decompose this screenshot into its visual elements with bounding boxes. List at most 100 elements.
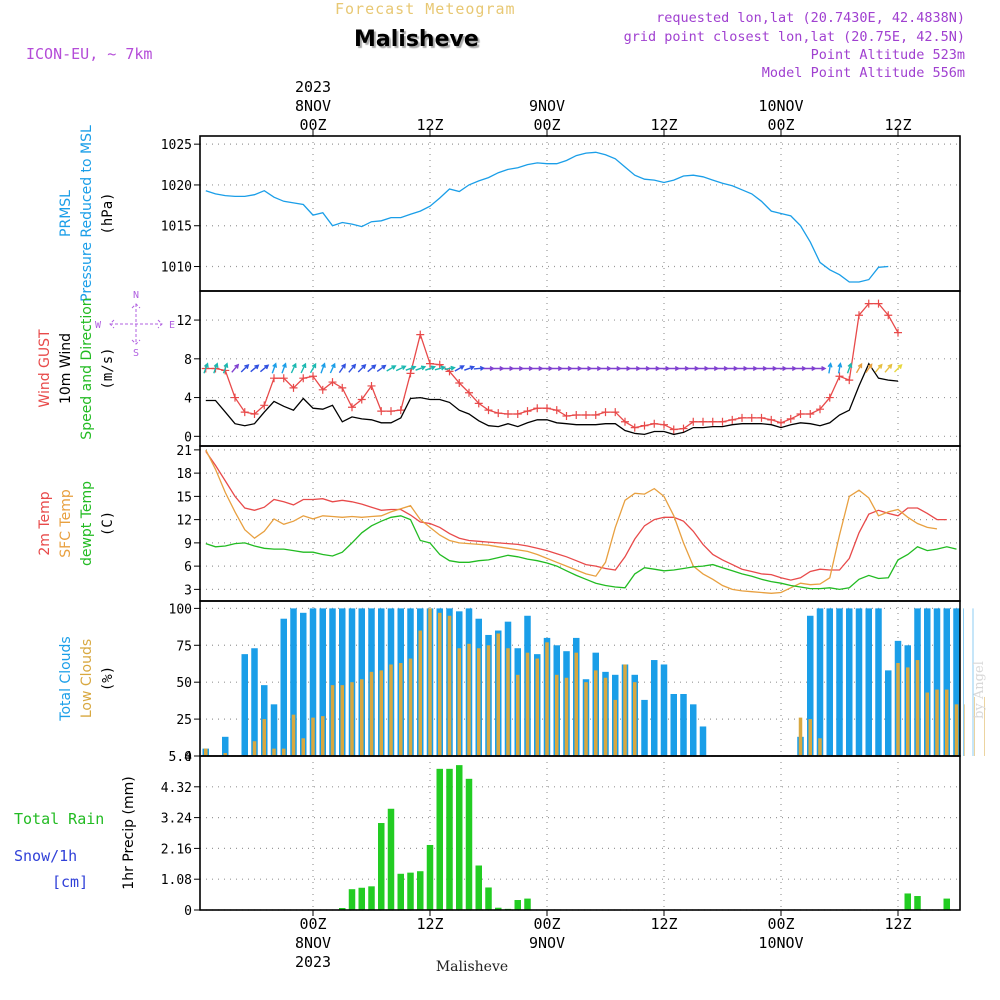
y-tick-label: 0 xyxy=(184,904,192,919)
wind-arrow xyxy=(571,365,583,372)
top-time-label: 10NOV xyxy=(758,97,803,115)
bar-secondary xyxy=(984,696,985,756)
bar-secondary xyxy=(584,682,588,756)
wind-arrow xyxy=(415,365,427,371)
gust-marker xyxy=(387,407,395,416)
bar-primary xyxy=(426,844,434,910)
watermark: by Angel xyxy=(972,661,987,719)
gust-marker xyxy=(611,408,620,417)
wind-arrow xyxy=(855,362,863,374)
bar-primary xyxy=(972,608,974,756)
top-time-label: 00Z xyxy=(533,116,560,134)
bar-primary xyxy=(875,608,882,756)
bar-primary xyxy=(885,670,892,756)
gust-marker xyxy=(289,383,298,392)
bar-primary xyxy=(368,886,375,910)
bar-primary xyxy=(270,704,278,756)
y-tick-label: 0 xyxy=(184,430,192,445)
bottom-time-label: 12Z xyxy=(650,915,677,933)
gust-marker xyxy=(669,425,678,434)
gust-marker xyxy=(864,299,873,308)
axis-label: Low Clouds xyxy=(79,639,95,718)
wind-arrow xyxy=(259,364,270,373)
bottom-time-label: 00Z xyxy=(299,915,326,933)
bar-primary xyxy=(465,778,473,910)
bar-primary xyxy=(933,608,941,756)
bar-primary xyxy=(309,608,317,756)
bar-primary xyxy=(914,896,921,910)
bar-secondary xyxy=(369,671,374,756)
axis-label: 1hr Precip (mm) xyxy=(121,776,137,889)
wind-arrow xyxy=(329,362,336,374)
gust-marker xyxy=(777,418,785,427)
bottom-time-label: 9NOV xyxy=(529,934,565,952)
wind-arrow xyxy=(795,365,807,372)
bar-secondary xyxy=(555,674,559,756)
bar-primary xyxy=(660,664,668,756)
bar-secondary xyxy=(574,652,578,756)
gust-marker xyxy=(806,410,815,419)
gust-marker xyxy=(533,404,542,413)
gust-marker xyxy=(465,388,473,397)
wind-arrow xyxy=(805,365,817,372)
gust-marker xyxy=(738,413,746,422)
bar-secondary xyxy=(447,615,452,756)
grid-point-coords: grid point closest lon,lat (20.75E, 42.5… xyxy=(623,29,965,45)
gust-marker xyxy=(699,417,707,426)
wind-arrow xyxy=(240,363,250,373)
wind-arrow xyxy=(512,365,525,372)
bar-secondary xyxy=(798,717,803,756)
bar-primary xyxy=(816,608,824,756)
bar-primary xyxy=(836,608,843,756)
gust-marker xyxy=(874,299,883,308)
top-time-label: 12Z xyxy=(884,116,911,134)
axis-label: Total Clouds xyxy=(58,636,74,721)
wind-arrow xyxy=(581,365,593,372)
bar-primary xyxy=(339,608,346,756)
gust-marker xyxy=(884,311,893,320)
wind-arrow xyxy=(610,365,622,372)
bar-primary xyxy=(855,608,863,756)
y-tick-label: 4.32 xyxy=(161,781,192,796)
bar-secondary xyxy=(486,645,491,756)
wind-arrow xyxy=(300,362,307,374)
compass-rose xyxy=(109,303,163,345)
gust-marker xyxy=(816,405,824,414)
bottom-time-label: 00Z xyxy=(767,915,794,933)
bar-secondary xyxy=(262,719,266,756)
gust-marker xyxy=(855,311,863,320)
bar-secondary xyxy=(311,717,315,756)
y-tick-label: 3.24 xyxy=(161,812,192,827)
y-tick-label: 50 xyxy=(176,676,192,691)
bar-secondary xyxy=(945,689,949,756)
bar-primary xyxy=(953,608,960,756)
gust-marker xyxy=(367,381,376,390)
bar-primary xyxy=(524,898,531,910)
wind-arrow xyxy=(698,365,710,372)
bar-secondary xyxy=(496,633,500,756)
y-tick-label: 25 xyxy=(176,713,192,728)
gust-marker xyxy=(708,417,717,426)
gust-marker xyxy=(718,417,727,426)
gust-marker xyxy=(338,383,347,392)
location-title: Malisheve xyxy=(354,27,479,52)
axis-label: 2m Temp xyxy=(37,491,53,555)
top-time-label: 8NOV xyxy=(295,97,331,115)
axis-label: Speed and Direction xyxy=(79,297,95,439)
bar-secondary xyxy=(204,748,208,756)
top-time-label: 12Z xyxy=(416,116,443,134)
panel-4: 0 25 50 75 100 Total Clouds Low Clouds (%) xyxy=(58,600,985,765)
y-tick-label: 1015 xyxy=(161,220,192,235)
wind-arrow xyxy=(561,365,573,372)
bar-primary xyxy=(387,808,395,910)
y-tick-label: 12 xyxy=(176,514,192,529)
bar-secondary xyxy=(564,677,569,756)
gust-marker xyxy=(660,420,668,429)
series-line xyxy=(205,515,957,591)
wind-arrow xyxy=(865,363,873,373)
gust-marker xyxy=(640,421,649,430)
bar-secondary xyxy=(457,648,461,756)
bar-primary xyxy=(378,823,385,910)
y-tick-label: 1020 xyxy=(161,179,192,194)
bar-secondary xyxy=(428,608,432,756)
